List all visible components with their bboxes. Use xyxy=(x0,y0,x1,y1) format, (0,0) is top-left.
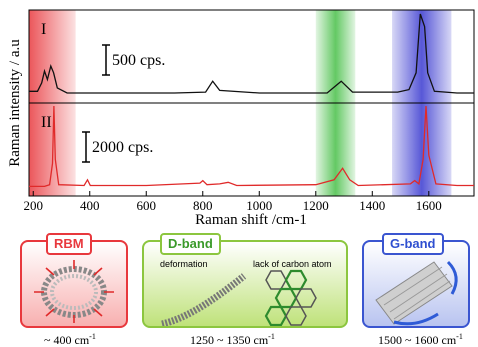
gband-label: G-band xyxy=(382,233,444,255)
series-line-II xyxy=(29,105,474,188)
x-tick-label: 1200 xyxy=(303,198,329,213)
nanotube-cylinder-icon xyxy=(375,260,458,326)
series-layer xyxy=(29,13,474,188)
x-axis-ticks: 200 400 600 800 1000 1200 1400 1600 xyxy=(23,191,442,213)
y-axis-label: Raman intensity / a.u xyxy=(7,39,23,167)
x-tick-label: 1400 xyxy=(359,198,385,213)
raman-spectrum-chart: 200 400 600 800 1000 1200 1400 1600 I II 500 cp… xyxy=(7,9,475,228)
x-tick-label: 1600 xyxy=(416,198,442,213)
rbm-label: RBM xyxy=(46,233,92,255)
x-tick-label: 200 xyxy=(23,198,43,213)
deformed-nanotube-icon xyxy=(161,273,247,326)
scale-bar-II-label: 2000 cps. xyxy=(92,139,153,156)
series-line-I xyxy=(29,13,474,94)
gband-panel xyxy=(362,240,470,328)
series-label-II: II xyxy=(41,114,52,131)
dband-panel xyxy=(142,240,348,328)
rbm-range: ~ 400 cm-1 xyxy=(44,332,96,347)
dband-note-deformation: deformation xyxy=(160,259,208,269)
x-tick-label: 600 xyxy=(137,198,157,213)
x-tick-label: 400 xyxy=(80,198,100,213)
dband-label: D-band xyxy=(160,233,221,255)
dband-note-lack-of-carbon: lack of carbon atom xyxy=(253,259,332,269)
scale-bar-I-label: 500 cps. xyxy=(112,52,165,69)
x-tick-label: 800 xyxy=(193,198,213,213)
dband-range: 1250 ~ 1350 cm-1 xyxy=(190,332,275,347)
x-axis-label: Raman shift /cm-1 xyxy=(195,212,307,228)
nanotube-ring-icon xyxy=(34,260,114,323)
carbon-lattice-icon xyxy=(264,269,317,326)
plot-frame xyxy=(28,9,475,197)
x-tick-label: 1000 xyxy=(246,198,272,213)
series-label-I: I xyxy=(41,21,46,38)
gband-range: 1500 ~ 1600 cm-1 xyxy=(378,332,463,347)
